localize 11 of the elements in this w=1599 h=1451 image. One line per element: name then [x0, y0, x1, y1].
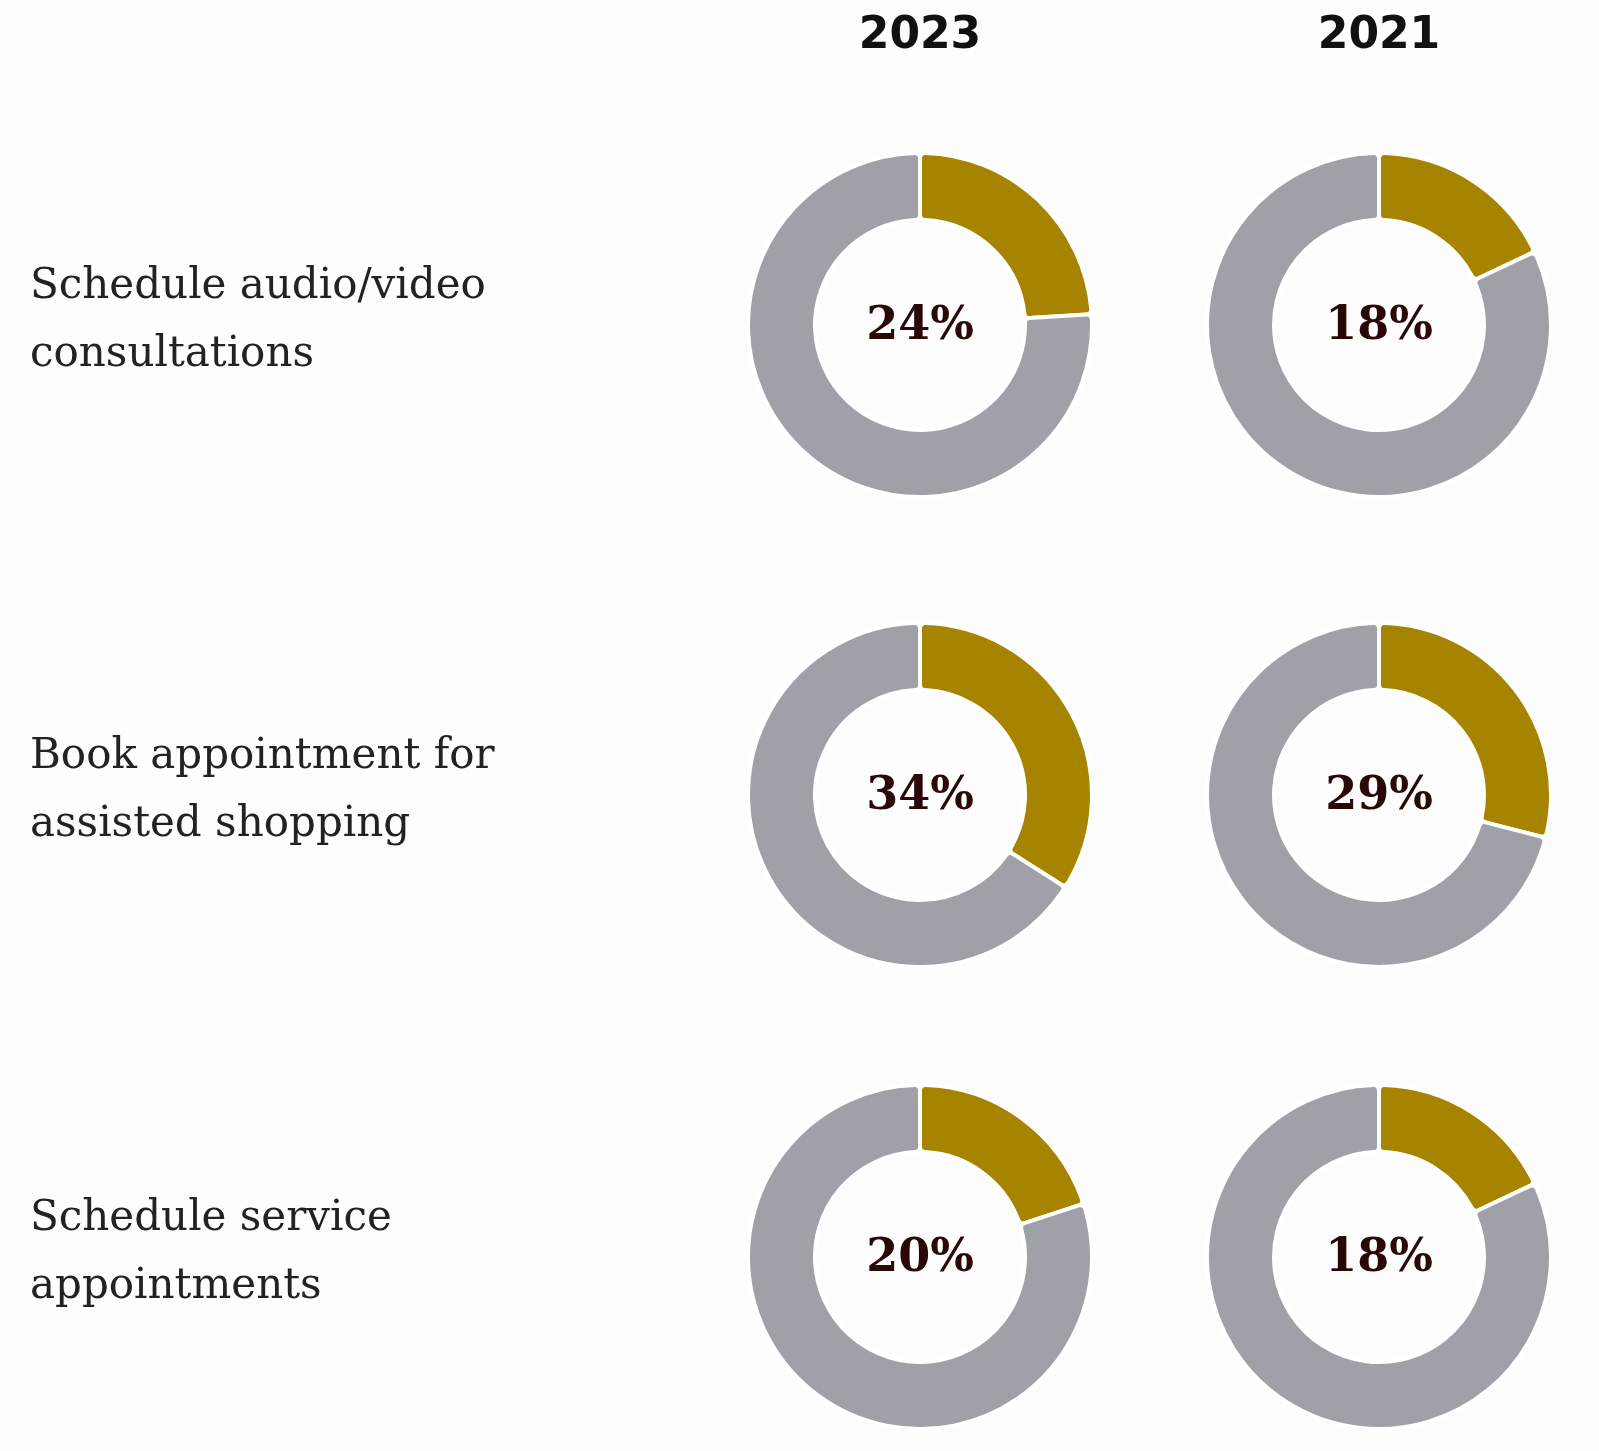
text: Book appointment for assisted shopping: [30, 728, 496, 848]
data-label: 29%: [1325, 766, 1433, 820]
data-label: 18%: [1325, 296, 1433, 350]
chart-title: 2023: [858, 7, 982, 59]
data-label: 24%: [866, 296, 974, 350]
data-label: 18%: [1325, 1228, 1433, 1282]
data-label: 20%: [866, 1228, 974, 1282]
chart-title: 2021: [1317, 7, 1441, 59]
text: Schedule service appointments: [30, 1190, 393, 1310]
text: Schedule audio/video consultations: [30, 258, 487, 378]
data-label: 34%: [866, 766, 974, 820]
